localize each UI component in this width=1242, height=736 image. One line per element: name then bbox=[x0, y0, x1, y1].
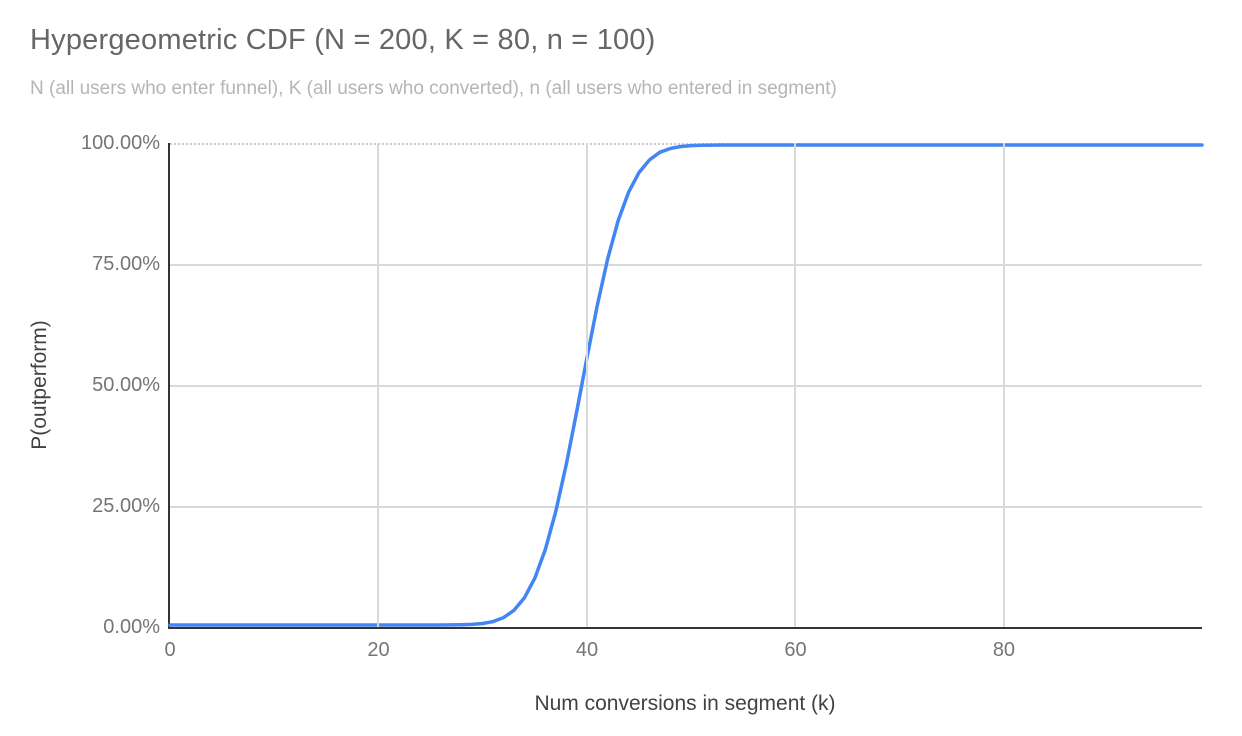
cdf-line-series bbox=[168, 143, 1204, 627]
h-gridline bbox=[170, 264, 1202, 266]
h-gridline-top-dotted bbox=[170, 143, 1202, 145]
v-gridline bbox=[585, 143, 588, 627]
y-tick-label: 25.00% bbox=[92, 495, 160, 517]
v-gridline bbox=[1002, 143, 1005, 627]
x-tick-label: 80 bbox=[992, 639, 1016, 661]
x-tick-label: 40 bbox=[575, 639, 599, 661]
cdf-curve bbox=[168, 143, 1204, 627]
y-axis-title: P(outperform) bbox=[28, 320, 51, 450]
y-tick-label: 0.00% bbox=[103, 616, 160, 638]
chart-title: Hypergeometric CDF (N = 200, K = 80, n =… bbox=[30, 24, 656, 56]
plot-area bbox=[168, 143, 1204, 629]
v-gridline bbox=[794, 143, 797, 627]
h-gridline bbox=[170, 385, 1202, 387]
x-tick-label: 0 bbox=[164, 639, 176, 661]
h-gridline bbox=[170, 506, 1202, 508]
v-gridline bbox=[377, 143, 380, 627]
x-axis-title: Num conversions in segment (k) bbox=[534, 692, 836, 715]
y-tick-label: 75.00% bbox=[92, 253, 160, 275]
x-tick-label: 60 bbox=[784, 639, 807, 661]
y-tick-label: 50.00% bbox=[92, 374, 160, 396]
chart-subtitle: N (all users who enter funnel), K (all u… bbox=[30, 78, 837, 99]
x-tick-label: 20 bbox=[367, 639, 390, 661]
y-tick-label: 100.00% bbox=[81, 132, 160, 154]
